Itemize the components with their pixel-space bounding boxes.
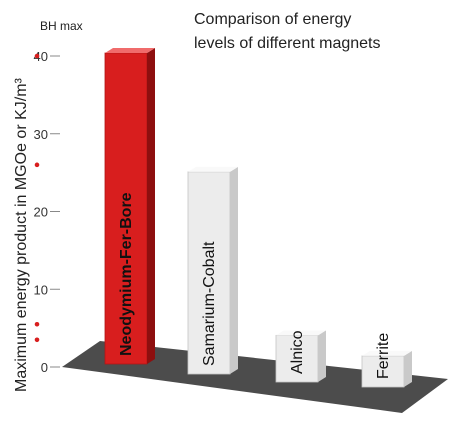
bar-neodymium: Neodymium-Fer-Bore	[104, 48, 155, 365]
bar-label: Ferrite	[375, 333, 392, 379]
bar-front	[275, 334, 319, 383]
y-axis-markers	[34, 53, 40, 343]
bar-samarium-cobalt: Samarium-Cobalt	[187, 166, 238, 375]
y-axis-marker-dot	[34, 337, 40, 343]
y-axis-marker-dot	[34, 321, 40, 327]
bar-front	[104, 52, 148, 365]
bar-label: Samarium-Cobalt	[201, 241, 218, 366]
bars: Neodymium-Fer-Bore Samarium-Cobalt Alnico F…	[104, 48, 412, 388]
chart-title-line-1: Comparison of energy	[194, 11, 351, 28]
y-axis-marker-dot	[34, 162, 40, 168]
y-axis-marker-dot	[34, 53, 40, 59]
bar-top	[188, 166, 238, 172]
y-tick-label: 0	[41, 360, 48, 375]
bar-side	[404, 350, 412, 387]
bar-top	[105, 48, 155, 53]
bar-side	[147, 48, 155, 364]
y-tick-label: 10	[34, 282, 48, 297]
bar-label: Neodymium-Fer-Bore	[118, 192, 135, 356]
bar-side	[230, 166, 238, 374]
unit-label: BH max	[40, 19, 83, 33]
y-tick-label: 30	[34, 127, 48, 142]
bar-alnico: Alnico	[275, 330, 326, 383]
y-axis-ticks: 0 10 20 30 40	[34, 49, 60, 375]
bar-front	[361, 355, 405, 388]
chart-title-line-2: levels of different magnets	[194, 35, 380, 52]
y-tick-label: 20	[34, 205, 48, 220]
y-axis-label: Maximum energy product in MGOe or KJ/m³	[13, 77, 30, 392]
bar-ferrite: Ferrite	[361, 333, 412, 388]
bar-side	[318, 330, 326, 382]
bar-top	[276, 330, 326, 336]
chart-floor	[62, 341, 448, 413]
bar-label: Alnico	[289, 330, 306, 374]
y-tick-label: 40	[34, 49, 48, 64]
bar-front	[187, 171, 231, 375]
bar-top	[362, 350, 412, 356]
